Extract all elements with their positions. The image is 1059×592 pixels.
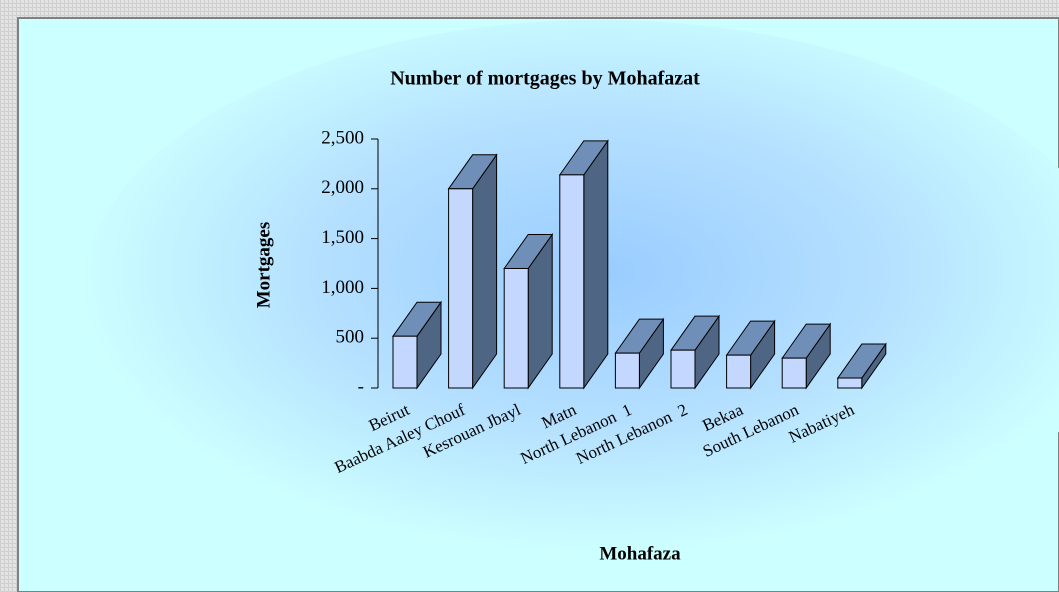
y-tick-label: 2,000 xyxy=(321,177,364,198)
bar xyxy=(726,354,752,389)
bar xyxy=(448,188,474,389)
bar-side xyxy=(472,153,498,390)
y-tick-label: 500 xyxy=(336,327,365,348)
bar xyxy=(614,352,640,389)
chart-title: Number of mortgages by Mohafazat xyxy=(390,68,700,90)
y-tick-label: 1,000 xyxy=(321,277,364,298)
bar xyxy=(503,267,529,389)
y-tick-label: 2,500 xyxy=(321,127,364,148)
bar-side xyxy=(583,139,609,390)
bar xyxy=(837,377,863,389)
bar xyxy=(392,335,418,389)
y-tick-label: 1,500 xyxy=(321,227,364,248)
bar xyxy=(559,174,585,389)
y-tick-label: - xyxy=(358,376,364,397)
y-axis-label: Mortgages xyxy=(253,222,274,309)
bar xyxy=(781,357,807,389)
x-axis-label: Mohafaza xyxy=(599,543,681,564)
bar xyxy=(670,349,696,389)
